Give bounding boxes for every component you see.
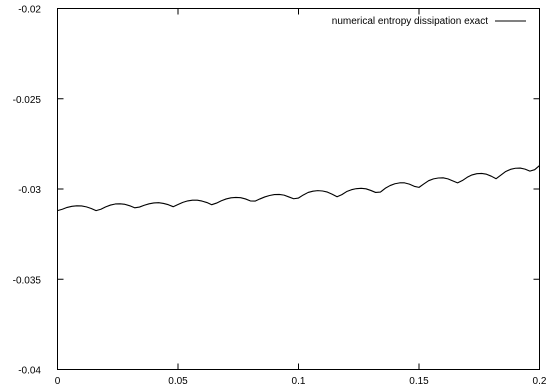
series-line-0 (57, 165, 540, 212)
y-tick-label-1: -0.035 (13, 275, 42, 286)
legend-label-0: numerical entropy dissipation exact (332, 16, 488, 27)
x-axis-tick-labels: 0 0.05 0.1 0.15 0.2 (55, 376, 546, 387)
x-tick-label-0: 0 (55, 376, 61, 387)
series-lines (57, 165, 540, 212)
x-tick-label-3: 0.15 (409, 376, 429, 387)
y-tick-label-0: -0.04 (18, 366, 41, 377)
axis-ticks (57, 8, 540, 370)
y-tick-label-2: -0.03 (18, 185, 41, 196)
y-axis-tick-labels: -0.04 -0.035 -0.03 -0.025 -0.02 (13, 5, 42, 377)
legend: numerical entropy dissipation exact (332, 16, 526, 27)
x-tick-label-4: 0.2 (533, 376, 546, 387)
plot-frame (57, 8, 540, 370)
x-tick-label-2: 0.1 (292, 376, 306, 387)
y-tick-label-3: -0.025 (13, 95, 42, 106)
x-tick-label-1: 0.05 (168, 376, 188, 387)
y-tick-label-4: -0.02 (18, 5, 41, 16)
